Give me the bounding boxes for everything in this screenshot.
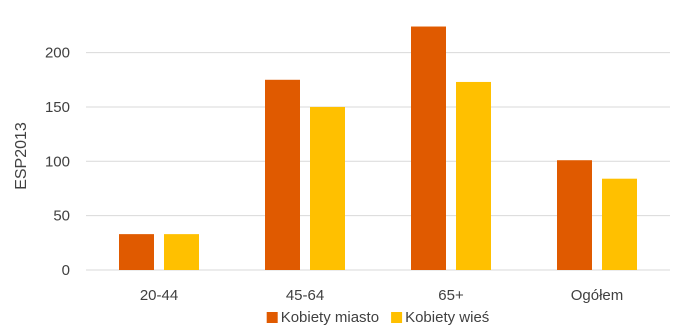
x-tick-label: 20-44 (140, 287, 178, 304)
y-axis-ticks: 0 50 100 150 200 (45, 45, 70, 279)
y-tick-label: 150 (45, 99, 70, 116)
x-axis-ticks: 20-44 45-64 65+ Ogółem (140, 287, 623, 304)
legend: Kobiety miasto Kobiety wieś (266, 309, 489, 326)
y-tick-label: 0 (62, 262, 70, 279)
bars (119, 26, 637, 271)
bar-kobiety-miasto (119, 234, 154, 270)
y-tick-label: 100 (45, 153, 70, 170)
bar-kobiety-miasto (411, 26, 446, 270)
legend-swatch (266, 312, 278, 323)
x-tick-label: Ogółem (571, 287, 624, 304)
legend-item-kobiety-wies: Kobiety wieś (391, 309, 489, 326)
bar-kobiety-wies (164, 234, 199, 270)
legend-swatch (391, 312, 403, 323)
bar-kobiety-wies (310, 106, 345, 271)
bar-kobiety-wies (456, 81, 491, 271)
y-tick-label: 200 (45, 45, 70, 62)
bar-kobiety-miasto (557, 160, 592, 270)
y-axis-label: ESP2013 (13, 122, 30, 190)
x-tick-label: 65+ (438, 287, 464, 304)
legend-item-kobiety-miasto: Kobiety miasto (266, 309, 379, 326)
y-tick-label: 50 (53, 208, 70, 225)
x-tick-label: 45-64 (286, 287, 324, 304)
legend-label: Kobiety wieś (405, 309, 489, 326)
bar-kobiety-miasto (265, 79, 300, 270)
legend-label: Kobiety miasto (281, 309, 379, 326)
bar-kobiety-wies (602, 178, 637, 270)
